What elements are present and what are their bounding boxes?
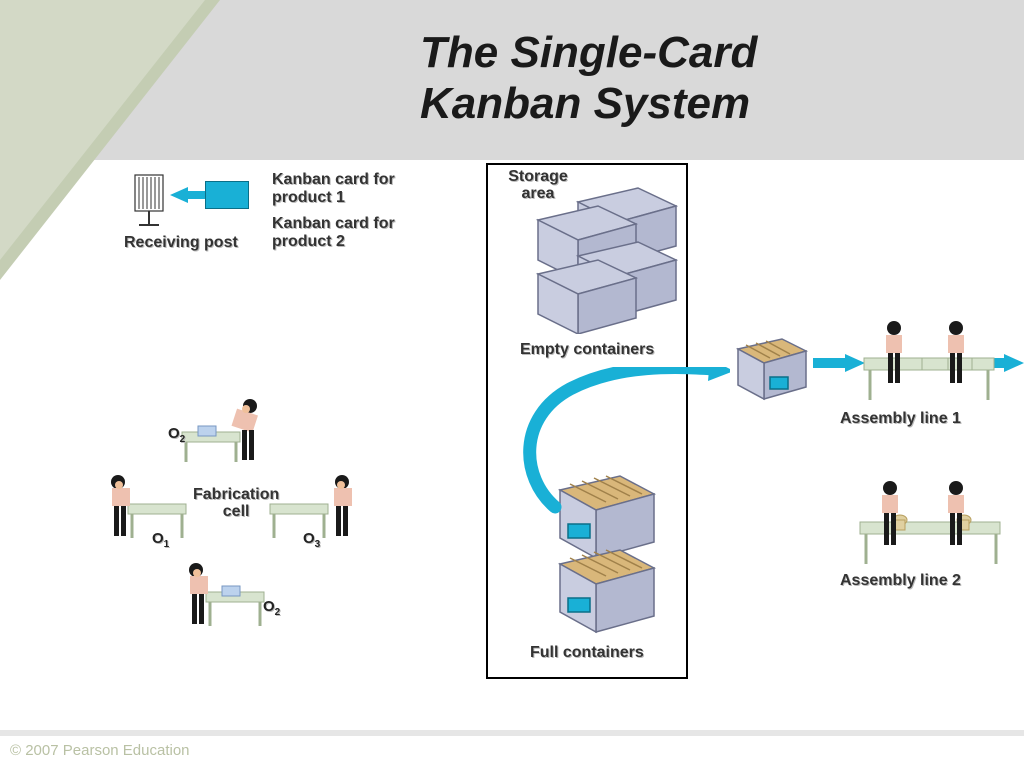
receiving-post-icon — [131, 171, 171, 229]
assembly-line-1-graphic — [860, 318, 1010, 406]
accent-triangle-overlay — [0, 0, 205, 260]
operation-label: O2 — [168, 425, 185, 445]
copyright: © 2007 Pearson Education — [10, 742, 190, 759]
operation-label: O1 — [152, 530, 169, 550]
transport-container-icon — [720, 333, 810, 403]
kanban-card-2-label: Kanban card for product 2 — [272, 215, 432, 250]
arrow-left-icon — [170, 187, 188, 203]
fabrication-cell-label: Fabricationcell — [193, 487, 279, 521]
full-containers-label: Full containers — [530, 644, 644, 662]
bottom-strip — [0, 730, 1024, 736]
receiving-post-label: Receiving post — [124, 234, 238, 252]
empty-containers-label: Empty containers — [520, 341, 654, 359]
assembly-line-2-graphic — [856, 478, 1016, 570]
slide-title: The Single-CardKanban System — [420, 28, 757, 129]
operation-label: O3 — [303, 530, 320, 550]
assembly-line-2-label: Assembly line 2 — [840, 572, 961, 590]
assembly-line-1-label: Assembly line 1 — [840, 410, 961, 428]
operation-label: O2 — [263, 598, 280, 618]
empty-containers-graphic — [518, 184, 678, 334]
curved-arrow-icon — [510, 367, 730, 527]
kanban-card-icon — [205, 181, 249, 209]
kanban-card-1-label: Kanban card for product 1 — [272, 171, 432, 206]
slide: The Single-CardKanban System Receiving p… — [0, 0, 1024, 768]
fabrication-worker-top — [176, 398, 276, 468]
